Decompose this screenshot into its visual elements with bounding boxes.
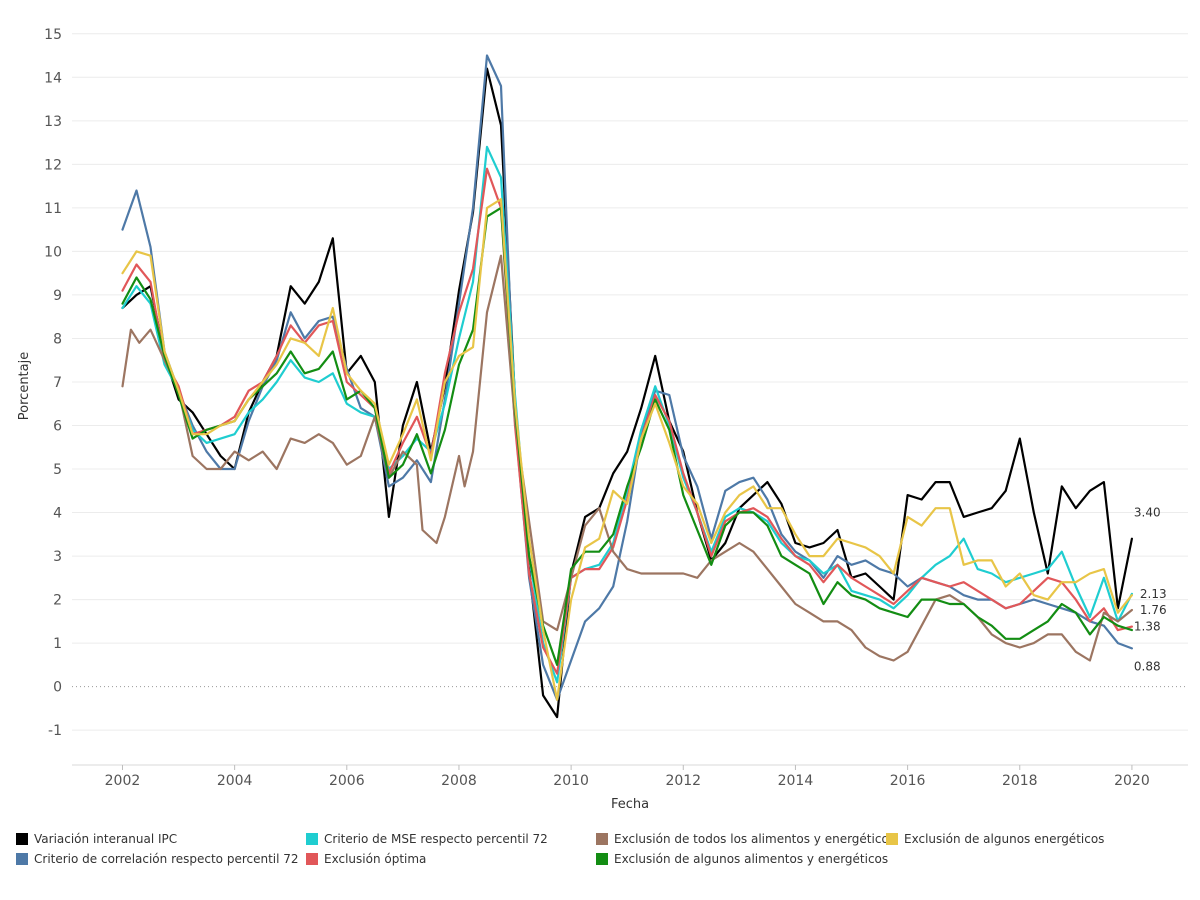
legend-swatch	[306, 853, 318, 865]
legend-label: Exclusión de algunos alimentos y energét…	[614, 852, 889, 866]
y-tick-label: 0	[53, 680, 62, 696]
x-tick-label: 2018	[1002, 773, 1038, 789]
end-labels: 3.40 0.88 1.38 2.13 1.76	[1134, 506, 1167, 674]
y-tick-label: 8	[53, 331, 62, 347]
legend-label: Exclusión de algunos energéticos	[904, 832, 1105, 846]
legend-swatch	[16, 853, 28, 865]
y-tick-label: 6	[53, 418, 62, 434]
x-tick-label: 2016	[890, 773, 926, 789]
x-tick-label: 2010	[553, 773, 589, 789]
series-line-1	[121, 67, 1133, 719]
y-tick-label: 14	[44, 70, 62, 86]
legend-label: Exclusión de todos los alimentos y energ…	[614, 832, 896, 846]
y-tick-label: 5	[53, 462, 62, 478]
y-tick-label: 1	[53, 636, 62, 652]
x-axis-ticks: 2002 2004 2006 2008 2010 2012 2014 2016 2018 2020	[105, 765, 1150, 789]
y-tick-label: 12	[44, 157, 62, 173]
legend-item: Variación interanual IPC	[16, 832, 177, 846]
series-line-4	[121, 167, 1133, 675]
end-value-label: 2.13	[1140, 587, 1167, 601]
x-tick-label: 2004	[217, 773, 253, 789]
legend-item: Exclusión de algunos alimentos y energét…	[596, 852, 888, 866]
x-tick-label: 2020	[1114, 773, 1150, 789]
legend-item: Criterio de MSE respecto percentil 72	[306, 832, 548, 846]
series-line-7	[121, 198, 1133, 701]
y-tick-label: 4	[53, 506, 62, 522]
legend-label: Criterio de MSE respecto percentil 72	[324, 832, 548, 846]
legend-label: Criterio de correlación respecto percent…	[34, 852, 299, 866]
end-value-label: 1.38	[1134, 620, 1161, 634]
y-tick-label: 7	[53, 375, 62, 391]
legend-swatch	[16, 833, 28, 845]
x-tick-label: 2006	[329, 773, 365, 789]
y-tick-label: 10	[44, 244, 62, 260]
legend-item: Exclusión de todos los alimentos y energ…	[596, 832, 895, 846]
legend-swatch	[886, 833, 898, 845]
x-tick-label: 2012	[665, 773, 701, 789]
legend: Variación interanual IPC Criterio de MSE …	[16, 832, 1196, 892]
x-tick-label: 2008	[441, 773, 477, 789]
y-tick-label: 13	[44, 114, 62, 130]
end-value-label: 1.76	[1140, 603, 1167, 617]
legend-item: Criterio de correlación respecto percent…	[16, 852, 299, 866]
y-tick-label: 9	[53, 288, 62, 304]
x-axis-title: Fecha	[611, 797, 649, 812]
legend-item: Exclusión de algunos energéticos	[886, 832, 1104, 846]
grid-lines	[72, 33, 1188, 766]
series-line-2	[121, 54, 1133, 701]
x-tick-label: 2014	[778, 773, 814, 789]
y-axis-title: Porcentaje	[17, 352, 32, 420]
y-tick-label: 2	[53, 593, 62, 609]
y-tick-label: -1	[48, 723, 62, 739]
legend-item: Exclusión óptima	[306, 852, 426, 866]
series-lines	[121, 54, 1133, 719]
y-tick-label: 11	[44, 201, 62, 217]
legend-label: Exclusión óptima	[324, 852, 427, 866]
x-tick-label: 2002	[105, 773, 141, 789]
y-tick-label: 3	[53, 549, 62, 565]
y-tick-label: 15	[44, 27, 62, 43]
legend-swatch	[306, 833, 318, 845]
series-line-5	[121, 254, 1133, 662]
legend-swatch	[596, 833, 608, 845]
end-value-label: 0.88	[1134, 659, 1161, 673]
end-value-label: 3.40	[1134, 506, 1161, 520]
legend-label: Variación interanual IPC	[34, 832, 178, 846]
series-line-6	[121, 206, 1133, 666]
series-line-3	[121, 145, 1133, 684]
legend-swatch	[596, 853, 608, 865]
